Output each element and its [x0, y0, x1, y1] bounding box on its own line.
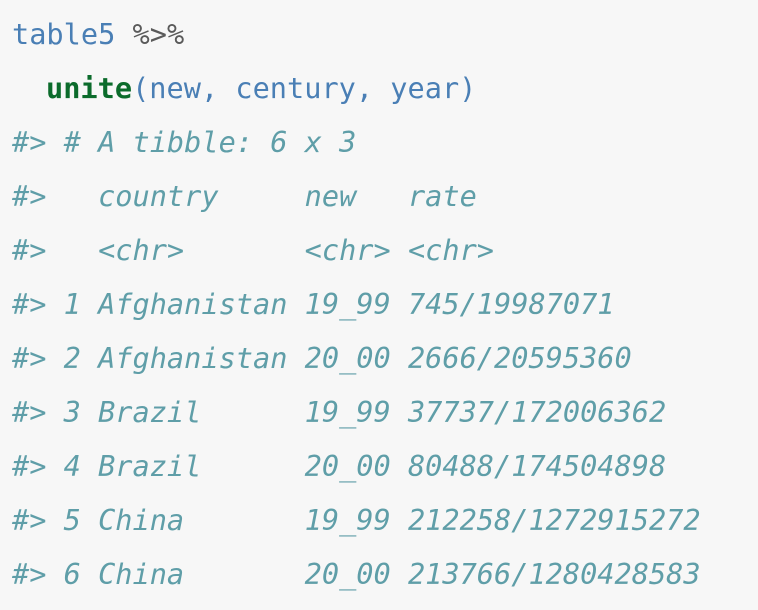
output-line: #> 6 China 20_00 213766/1280428583 — [12, 557, 701, 591]
code-line: table5 %>% — [12, 7, 758, 61]
output-line: #> <chr> <chr> <chr> — [12, 233, 495, 267]
object-name: table5 — [12, 17, 116, 51]
output-line: #> 2 Afghanistan 20_00 2666/20595360 — [12, 341, 632, 375]
code-line: unite(new, century, year) — [12, 61, 758, 115]
output-line: #> country new rate — [12, 179, 477, 213]
output-line: #> 3 Brazil 19_99 37737/172006362 — [12, 395, 667, 429]
output-line: #> 4 Brazil 20_00 80488/174504898 — [12, 449, 667, 483]
function-args: (new, century, year) — [132, 71, 477, 105]
function-name: unite — [46, 71, 133, 105]
output-line: #> # A tibble: 6 x 3 — [12, 125, 357, 159]
pipe-operator: %>% — [132, 17, 185, 51]
output-line: #> 5 China 19_99 212258/1272915272 — [12, 503, 701, 537]
output-line: #> 1 Afghanistan 19_99 745/19987071 — [12, 287, 615, 321]
